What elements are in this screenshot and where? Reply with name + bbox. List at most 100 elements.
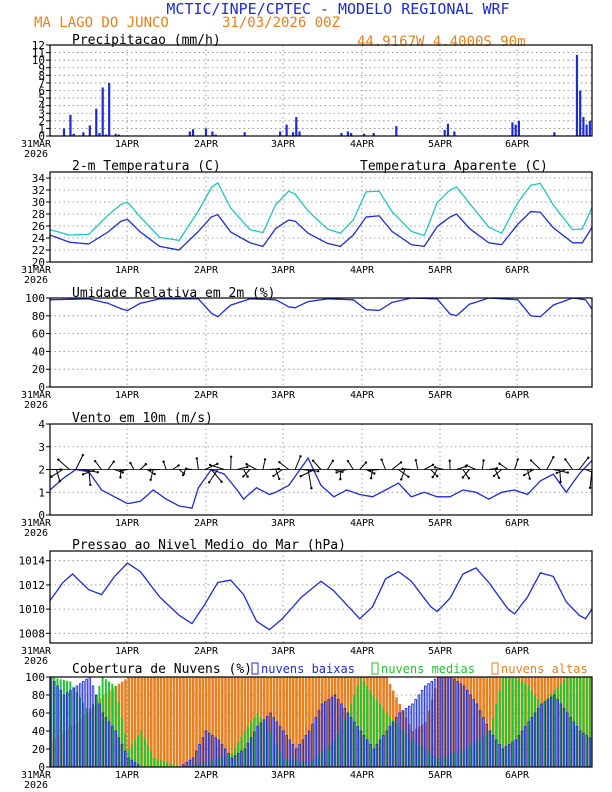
wind-vector xyxy=(370,469,374,479)
cloud-bar-mid xyxy=(85,707,88,767)
cloud-bar-mid xyxy=(295,760,298,767)
cloud-bar-mid xyxy=(259,717,262,767)
wind-vector-head xyxy=(58,479,61,483)
data-pressure xyxy=(50,562,592,631)
cloud-bar-low xyxy=(524,726,527,767)
cloud-bar-low xyxy=(582,732,585,767)
cloud-bar-high xyxy=(233,677,237,767)
wind-vector xyxy=(196,458,199,470)
cloud-bar-low xyxy=(275,721,279,767)
cloud-bar-mid xyxy=(137,735,140,767)
data-rh xyxy=(50,298,592,318)
cloud-bar-mid xyxy=(443,755,446,767)
wind-vector-head xyxy=(153,472,156,476)
series-line-vento-em-10m xyxy=(50,456,592,509)
x-tick-label: 5APR xyxy=(428,518,453,529)
cloud-bar-low xyxy=(382,735,385,767)
cloud-bar-mid xyxy=(546,697,549,767)
precip-bar xyxy=(211,131,214,136)
cloud-bar-mid xyxy=(130,744,133,767)
cloud-bar-low xyxy=(385,730,388,767)
cloud-bar-low xyxy=(288,739,292,767)
wind-vector xyxy=(400,469,406,480)
cloud-bar-low xyxy=(56,685,59,767)
x-tick-label: 3APR xyxy=(271,646,296,657)
wind-vector-head xyxy=(587,456,590,460)
cloud-bar-mid xyxy=(585,677,588,767)
cloud-bar-low xyxy=(498,744,501,767)
cloud-bar-low xyxy=(349,717,353,767)
wind-vector xyxy=(204,463,218,470)
cloud-bar-low xyxy=(304,735,308,767)
cloud-bar-low xyxy=(78,683,82,767)
wind-vector xyxy=(481,460,485,470)
wind-vector xyxy=(369,469,380,472)
x-tick-label: 6APR xyxy=(505,770,530,781)
x-tick-label: 6APR xyxy=(505,518,530,529)
cloud-bar-mid xyxy=(114,686,117,767)
wind-vector xyxy=(82,469,96,475)
wind-vector-head xyxy=(57,458,60,461)
cloud-bar-mid xyxy=(72,686,75,767)
cloud-bar-mid xyxy=(404,733,407,767)
cloud-bar-mid xyxy=(446,754,449,767)
cloud-bar-low xyxy=(459,683,463,767)
wind-vector-head xyxy=(461,476,464,479)
cloud-bar-low xyxy=(340,703,343,767)
header-title: MCTIC/INPE/CPTEC - MODELO REGIONAL WRF xyxy=(166,0,509,18)
wind-vector xyxy=(359,462,367,470)
cloud-bar-high xyxy=(217,677,221,767)
cloud-bar-low xyxy=(185,762,188,767)
cloud-bar-high xyxy=(237,677,240,767)
x-tick-label: 4APR xyxy=(350,265,375,276)
y-tick-label: 20 xyxy=(32,743,45,756)
cloud-bar-mid xyxy=(588,677,591,767)
y-tick-label: 2 xyxy=(38,115,45,128)
cloud-bar-mid xyxy=(156,759,159,767)
x-tick-label: 1APR xyxy=(115,646,140,657)
y-tick-label: 22 xyxy=(32,244,45,257)
cloud-bar-low xyxy=(311,723,314,767)
cloud-bar-mid xyxy=(379,704,382,767)
wind-vector-head xyxy=(50,475,53,478)
legend-swatch xyxy=(251,662,259,675)
precip-bar xyxy=(188,131,191,136)
cloud-bar-mid xyxy=(214,759,217,767)
precip-bar xyxy=(101,87,104,136)
y-tick-label: 24 xyxy=(32,232,46,245)
cloud-bar-mid xyxy=(172,764,175,767)
x-tick-label: 1APR xyxy=(115,139,140,150)
wind-vector-head xyxy=(516,458,520,461)
wind-vector-head xyxy=(448,459,451,462)
cloud-bar-mid xyxy=(59,679,62,767)
cloud-bar-mid xyxy=(288,759,291,767)
precip-bar xyxy=(114,133,117,136)
cloud-bar-mid xyxy=(124,733,127,767)
precip-bar xyxy=(295,117,298,136)
cloud-bar-low xyxy=(424,685,427,767)
precip-bar xyxy=(243,132,246,136)
y-tick-label: 34 xyxy=(32,172,46,185)
cloud-bar-high xyxy=(153,677,156,767)
precip-bar xyxy=(362,133,366,136)
cloud-bar-high xyxy=(240,677,243,767)
cloud-bar-high xyxy=(308,677,311,767)
cloud-bar-low xyxy=(333,694,337,767)
cloud-bar-mid xyxy=(111,683,114,767)
cloud-bar-mid xyxy=(253,717,256,767)
cloud-bar-mid xyxy=(233,747,236,767)
wind-vector-head xyxy=(364,461,368,464)
cloud-bar-mid xyxy=(333,740,336,767)
wind-vector-head xyxy=(467,477,471,480)
wind-vector xyxy=(269,468,279,470)
wind-vector xyxy=(163,461,167,470)
wind-vector xyxy=(294,456,301,470)
cloud-bar-low xyxy=(401,710,405,767)
cloud-bar-high xyxy=(427,710,431,767)
cloud-bar-low xyxy=(556,699,559,767)
y-tick-label: 1014 xyxy=(19,555,46,568)
cloud-bar-mid xyxy=(485,733,488,767)
data-precip xyxy=(62,54,591,136)
cloud-bar-mid xyxy=(579,677,582,767)
